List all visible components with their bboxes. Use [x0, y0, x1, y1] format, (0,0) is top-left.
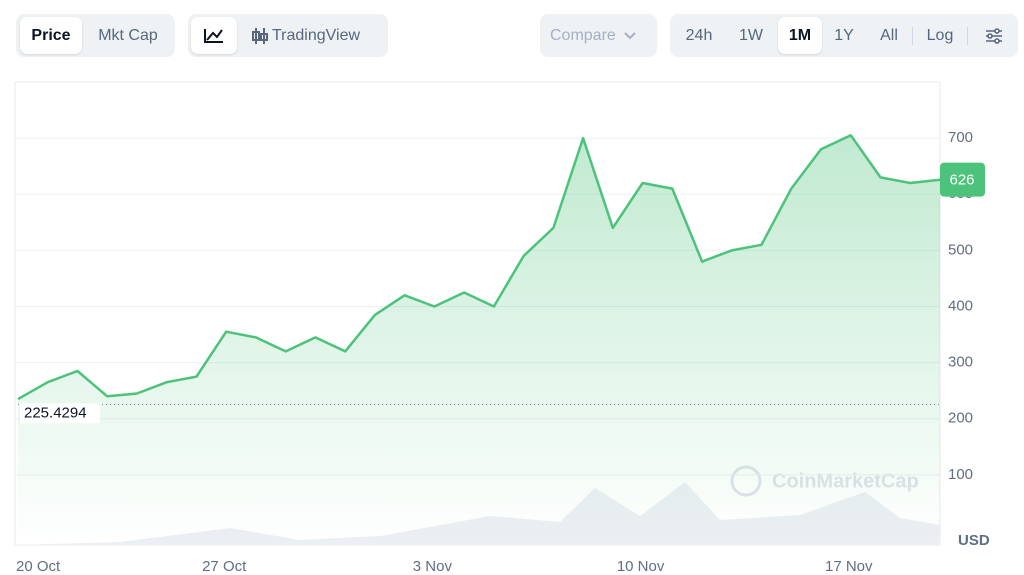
line-icon	[204, 29, 223, 43]
watermark-text: CoinMarketCap	[772, 470, 919, 492]
x-tick-label: 17 Nov	[825, 558, 873, 575]
y-unit: USD	[958, 532, 990, 549]
y-tick-label: 300	[948, 354, 973, 371]
mktcap-tab[interactable]: Mkt Cap	[98, 27, 158, 44]
x-tick-label: 3 Nov	[413, 558, 453, 575]
line-chart-button[interactable]	[191, 17, 237, 54]
candle-icon	[252, 28, 268, 44]
settings-button[interactable]	[976, 17, 1012, 54]
range-tab[interactable]: 1Y	[834, 27, 854, 44]
x-tick-label: 10 Nov	[617, 558, 665, 575]
compare-button[interactable]: Compare	[550, 17, 650, 54]
range-tabs: 24h 1W 1M 1Y All Log	[670, 14, 1018, 57]
reference-label: 225.4294	[24, 404, 87, 421]
volume-area	[15, 482, 940, 545]
y-tick-label: 100	[948, 466, 973, 483]
area-fill	[18, 135, 940, 546]
y-tick-label: 200	[948, 410, 973, 427]
log-button[interactable]: Log	[926, 27, 954, 44]
tradingview-label: TradingView	[272, 27, 361, 44]
current-price-box	[940, 162, 985, 197]
view-tabs: Price Mkt Cap	[16, 14, 175, 57]
y-tick-label: 400	[948, 297, 973, 314]
tradingview-button[interactable]: TradingView	[250, 17, 382, 54]
divider	[912, 27, 913, 45]
x-tick-label: 20 Oct	[16, 558, 61, 575]
divider	[967, 27, 968, 45]
chart-tabs: TradingView	[188, 14, 388, 57]
y-tick-label: 500	[948, 241, 973, 258]
range-tab[interactable]: All	[880, 27, 898, 44]
chevron	[624, 32, 636, 40]
compare-label: Compare	[550, 27, 616, 44]
watermark: CoinMarketCap	[730, 465, 919, 497]
reference-label-bg	[20, 403, 100, 424]
compare-box[interactable]: Compare	[540, 14, 657, 57]
range-tab[interactable]: 1M	[778, 17, 822, 54]
price-line	[17, 134, 941, 401]
current-price-label: 626	[949, 172, 974, 189]
x-tick-label: 27 Oct	[202, 558, 247, 575]
range-tab[interactable]: 24h	[685, 27, 713, 44]
y-tick-label: 600	[948, 185, 973, 202]
price-tab[interactable]: Price	[20, 17, 82, 54]
range-tab[interactable]: 1W	[739, 27, 763, 44]
y-tick-label: 700	[948, 129, 973, 146]
settings-icon	[986, 28, 1002, 44]
